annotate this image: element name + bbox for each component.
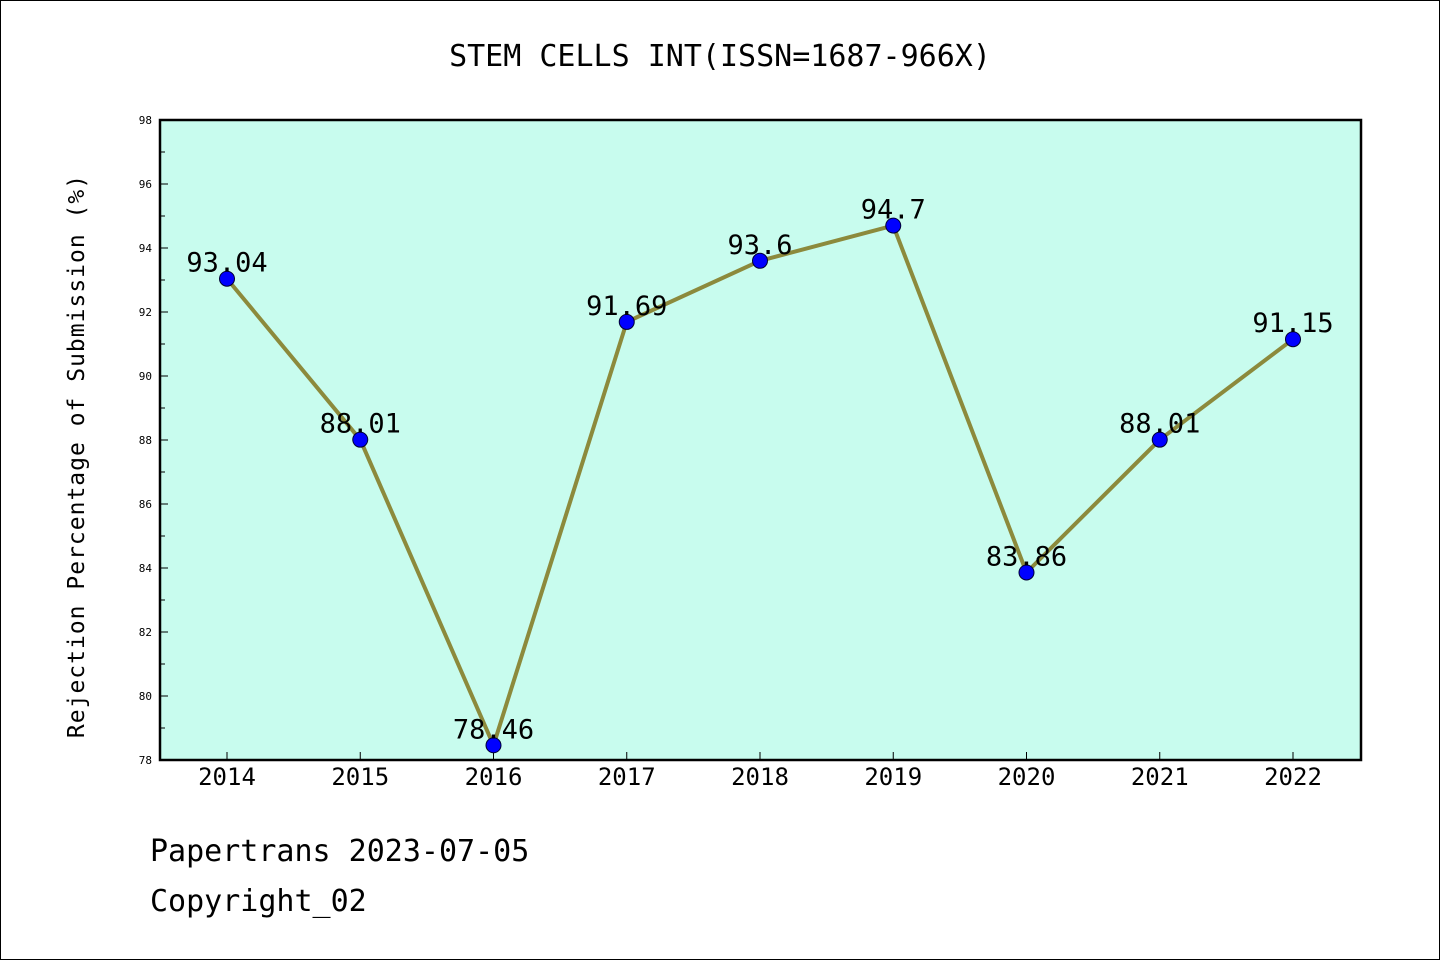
data-point: [1285, 331, 1301, 348]
data-point: [885, 217, 902, 234]
y-axis-label: Rejection Percentage of Submission (%): [64, 174, 90, 738]
data-label: 88.01: [320, 409, 401, 440]
data-label: 93.04: [186, 248, 267, 279]
y-axis-ticks: 78 80 82 84 86 88 90 92 94 96 98: [139, 114, 168, 767]
y-tick-label: 86: [139, 498, 152, 511]
x-tick-label: 2021: [1131, 763, 1189, 791]
x-tick-label: 2022: [1264, 763, 1322, 791]
data-label: 91.69: [586, 291, 667, 322]
x-tick-label: 2014: [198, 763, 256, 791]
x-tick-label: 2019: [864, 763, 922, 791]
y-tick-label: 80: [139, 690, 152, 703]
data-point: [618, 313, 635, 330]
data-label: 91.15: [1252, 308, 1333, 339]
footer-date-line: Papertrans 2023-07-05: [150, 834, 530, 869]
y-tick-label: 94: [139, 242, 153, 255]
x-tick-label: 2017: [598, 763, 656, 791]
y-tick-label: 78: [139, 754, 152, 767]
y-tick-label: 90: [139, 370, 152, 383]
data-label: 94.7: [861, 195, 926, 226]
x-tick-label: 2018: [731, 763, 789, 791]
data-point: [219, 270, 235, 287]
data-label: 78.46: [453, 714, 534, 745]
y-tick-label: 88: [139, 434, 152, 447]
y-tick-label: 84: [139, 562, 153, 575]
series-layer: [219, 217, 1301, 754]
y-tick-label: 96: [139, 178, 152, 191]
x-tick-label: 2015: [331, 763, 389, 791]
chart-title: STEM CELLS INT(ISSN=1687-966X): [449, 39, 991, 74]
x-tick-label: 2016: [465, 763, 523, 791]
data-point: [485, 737, 502, 754]
data-label: 88.01: [1119, 409, 1200, 440]
x-tick-label: 2020: [998, 763, 1056, 791]
x-axis-ticks: 2014 2015 2016 2017 2018 2019 2020 2021 2022: [198, 752, 1322, 791]
y-tick-label: 98: [139, 114, 152, 127]
data-point: [1018, 564, 1035, 581]
y-tick-label: 92: [139, 306, 152, 319]
data-point: [1151, 431, 1168, 448]
data-point: [752, 252, 768, 269]
data-labels-layer: 93.04 88.01 78.46 91.69 93.6 94.7 83.86 88.01 91…: [186, 195, 1333, 746]
footer-copyright: Copyright_02: [150, 884, 367, 919]
data-point: [352, 431, 369, 448]
y-tick-label: 82: [139, 626, 152, 639]
plot-area: [158, 118, 1363, 762]
data-label: 93.6: [727, 230, 792, 261]
data-label: 83.86: [986, 541, 1067, 572]
